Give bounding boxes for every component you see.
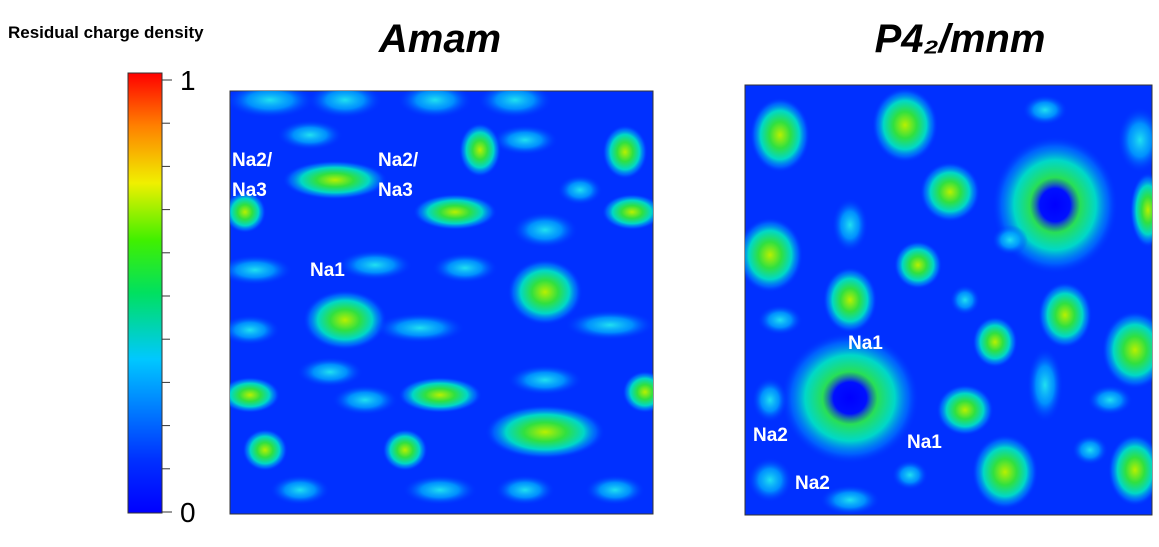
density-blob — [230, 191, 266, 233]
density-blob — [1102, 311, 1152, 389]
density-blob — [492, 125, 558, 155]
density-blob — [557, 175, 603, 205]
density-blob — [485, 405, 605, 459]
site-label: Na2/ — [378, 150, 419, 171]
density-blob — [622, 371, 653, 413]
colorbar-tick-label: 1 — [180, 65, 196, 96]
density-blob — [337, 250, 413, 280]
panel-title: Amam — [378, 17, 501, 61]
density-blob — [1087, 385, 1133, 415]
density-blob — [747, 457, 793, 503]
density-blob — [823, 267, 877, 333]
density-blob — [894, 241, 942, 289]
density-blob — [459, 123, 501, 177]
density-hole — [822, 371, 878, 425]
colorbar-tick-label: 0 — [180, 497, 196, 528]
colorbar-minor-ticks — [162, 122, 170, 470]
site-label: Na1 — [310, 260, 345, 281]
density-blob — [950, 285, 980, 315]
density-blob — [992, 225, 1028, 255]
density-blob — [413, 194, 497, 230]
density-blob — [1022, 95, 1068, 125]
density-blob — [872, 87, 938, 163]
site-label: Na3 — [232, 180, 267, 201]
density-blob — [512, 212, 578, 248]
density-blob — [1108, 434, 1152, 506]
density-blob — [398, 377, 482, 413]
density-blob — [750, 97, 810, 173]
density-blob — [507, 259, 583, 325]
density-blob — [1117, 107, 1152, 173]
density-blob — [972, 316, 1018, 368]
panel-title: P4₂/mnm — [875, 17, 1046, 61]
site-label: Na1 — [907, 432, 942, 453]
panel-1 — [229, 90, 654, 515]
density-blob — [972, 434, 1038, 510]
density-blob — [477, 91, 553, 118]
density-blob — [757, 305, 803, 335]
density-blob — [920, 162, 980, 222]
site-label: Na2 — [795, 473, 830, 494]
density-blob — [602, 194, 653, 230]
density-hole — [1029, 177, 1081, 233]
density-blob — [282, 160, 388, 200]
density-blob — [270, 475, 330, 505]
density-blob — [585, 475, 645, 505]
density-blob — [507, 365, 583, 395]
density-blob — [495, 475, 555, 505]
density-blob — [303, 290, 387, 350]
density-blob — [1130, 172, 1152, 248]
density-blob — [230, 91, 315, 118]
density-map-1 — [230, 91, 653, 505]
site-label: Na2/ — [232, 150, 273, 171]
colorbar-label: Residual charge density — [8, 23, 204, 42]
colorbar — [127, 72, 163, 514]
density-blob — [382, 429, 428, 471]
density-map-2 — [745, 87, 1152, 515]
density-blob — [1072, 435, 1108, 465]
density-blob — [1038, 282, 1092, 348]
site-label: Na1 — [848, 333, 883, 354]
density-blob — [297, 357, 363, 387]
density-blob — [397, 91, 473, 118]
density-blob — [432, 253, 498, 283]
density-blob — [242, 429, 288, 471]
density-blob — [332, 385, 398, 415]
density-blob — [230, 255, 293, 285]
density-blob — [230, 377, 280, 413]
density-blob — [375, 313, 465, 343]
density-blob — [752, 377, 788, 423]
density-blob — [565, 310, 653, 340]
site-label: Na2 — [753, 425, 788, 446]
site-label: Na3 — [378, 180, 413, 201]
density-blob — [936, 384, 994, 436]
density-blob — [277, 120, 343, 150]
density-blob — [745, 217, 803, 293]
density-blob — [307, 91, 383, 118]
density-blob — [602, 125, 648, 179]
density-blob — [832, 198, 868, 252]
density-blob — [892, 460, 928, 490]
density-blob — [820, 485, 880, 515]
density-blob — [230, 315, 280, 345]
density-blob — [402, 475, 478, 505]
density-blob — [1027, 347, 1063, 423]
